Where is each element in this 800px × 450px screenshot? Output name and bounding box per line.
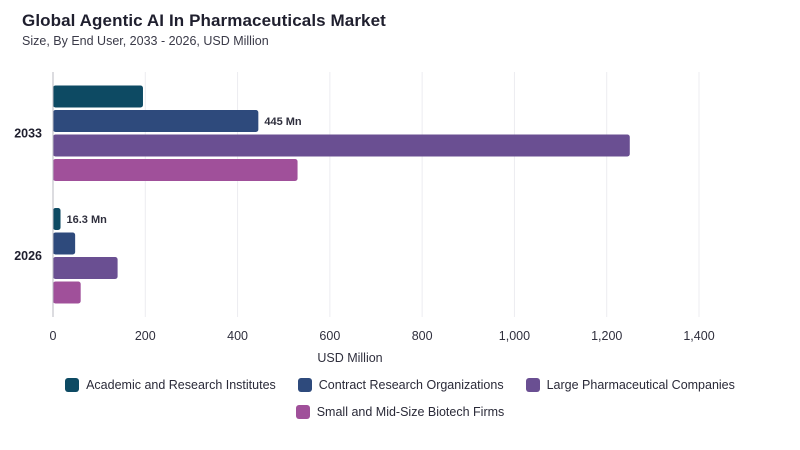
x-tick-label: 0 <box>50 329 57 343</box>
legend-item: Small and Mid-Size Biotech Firms <box>295 405 505 419</box>
bar <box>53 281 81 304</box>
x-tick-label: 200 <box>135 329 156 343</box>
y-category-label: 2033 <box>14 126 42 140</box>
chart-subtitle: Size, By End User, 2033 - 2026, USD Mill… <box>22 34 269 48</box>
bar <box>53 208 61 230</box>
bar <box>53 232 76 255</box>
x-tick-label: 1,000 <box>499 329 530 343</box>
bar-chart: 445 Mn 16.3 Mn 0 200 400 600 800 1,000 1,200 1,4… <box>14 72 715 365</box>
bar <box>53 110 259 132</box>
legend-swatch <box>295 405 310 419</box>
legend-label: Academic and Research Institutes <box>86 378 276 392</box>
legend-label: Contract Research Organizations <box>318 378 504 392</box>
x-tick-label: 400 <box>227 329 248 343</box>
y-category-label: 2026 <box>14 249 42 263</box>
x-tick-label: 800 <box>412 329 433 343</box>
legend-row: Small and Mid-Size Biotech Firms <box>0 405 800 419</box>
legend-swatch <box>65 378 80 392</box>
legend-swatch <box>525 378 540 392</box>
legend-row: Academic and Research Institutes Contract… <box>0 378 800 392</box>
bars <box>53 85 630 304</box>
data-labels: 445 Mn 16.3 Mn <box>67 116 302 226</box>
x-axis-title: USD Million <box>317 351 382 365</box>
legend-label: Large Pharmaceutical Companies <box>546 378 735 392</box>
legend-label: Small and Mid-Size Biotech Firms <box>316 405 505 419</box>
chart-title: Global Agentic AI In Pharmaceuticals Mar… <box>22 11 386 30</box>
bar <box>53 257 118 279</box>
legend-item: Academic and Research Institutes <box>65 378 276 392</box>
x-tick-label: 600 <box>319 329 340 343</box>
legend: Academic and Research Institutes Contract… <box>0 378 800 432</box>
legend-item: Contract Research Organizations <box>297 378 504 392</box>
bar <box>53 134 630 157</box>
x-tick-label: 1,200 <box>591 329 622 343</box>
data-label: 16.3 Mn <box>67 214 108 226</box>
legend-swatch <box>297 378 312 392</box>
legend-item: Large Pharmaceutical Companies <box>525 378 735 392</box>
bar <box>53 159 298 181</box>
data-label: 445 Mn <box>264 116 302 128</box>
x-tick-label: 1,400 <box>683 329 714 343</box>
gridlines <box>144 72 700 317</box>
bar <box>53 85 143 108</box>
axes: 0 200 400 600 800 1,000 1,200 1,400 USD Million 2… <box>14 72 715 365</box>
